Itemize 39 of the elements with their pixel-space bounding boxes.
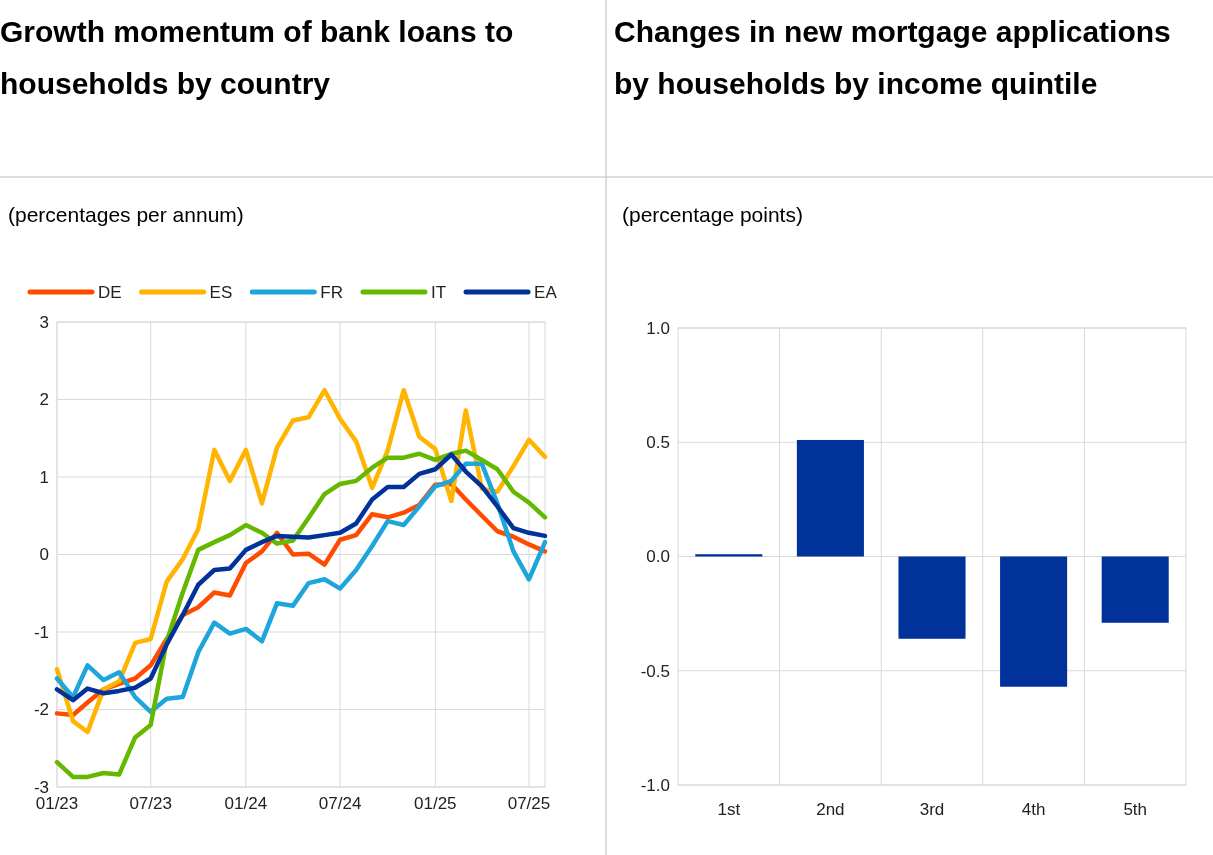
y-tick-label: 0.0: [646, 547, 670, 567]
chart-title: Changes in new mortgage applications by households by income quintile: [614, 15, 1171, 100]
chart-title: Growth momentum of bank loans to households by country: [0, 15, 514, 100]
x-tick-label: 01/23: [35, 794, 79, 813]
y-tick-label: 1: [39, 467, 49, 487]
x-tick-label: 3rd: [919, 800, 945, 819]
y-tick-label: -0.5: [640, 661, 670, 681]
chart-subtitle: (percentages per annum): [8, 203, 244, 226]
y-tick-label: 0: [39, 545, 49, 565]
x-tick-label: 01/25: [414, 794, 457, 813]
legend-label: DE: [98, 282, 122, 302]
bar: [796, 439, 864, 557]
x-tick-label: 1st: [717, 800, 741, 819]
x-tick-label: 01/24: [224, 794, 268, 813]
bar: [898, 556, 966, 639]
y-tick-label: -1.0: [640, 775, 670, 795]
bar: [695, 554, 763, 557]
legend-label: IT: [430, 282, 447, 302]
y-tick-label: -2: [33, 700, 49, 720]
x-tick-label: 4th: [1021, 800, 1046, 819]
line-series: [54, 448, 548, 780]
y-tick-label: 1.0: [646, 318, 670, 338]
bar: [1000, 556, 1068, 687]
x-tick-label: 5th: [1123, 800, 1148, 819]
y-tick-label: 2: [39, 390, 49, 410]
y-tick-label: 3: [39, 312, 49, 332]
chart-subtitle: (percentage points): [622, 203, 803, 226]
y-tick-label: -3: [33, 777, 49, 797]
x-tick-label: 07/23: [129, 794, 172, 813]
y-tick-label: 0.5: [646, 433, 670, 453]
x-tick-label: 07/25: [507, 794, 551, 813]
x-tick-label: 07/24: [318, 794, 362, 813]
legend-label: EA: [534, 282, 558, 302]
legend-label: ES: [209, 282, 233, 302]
legend-label: FR: [320, 282, 343, 302]
y-tick-label: -1: [33, 622, 49, 642]
line-series: [54, 387, 548, 735]
bar: [1101, 556, 1169, 623]
x-tick-label: 2nd: [816, 800, 845, 819]
